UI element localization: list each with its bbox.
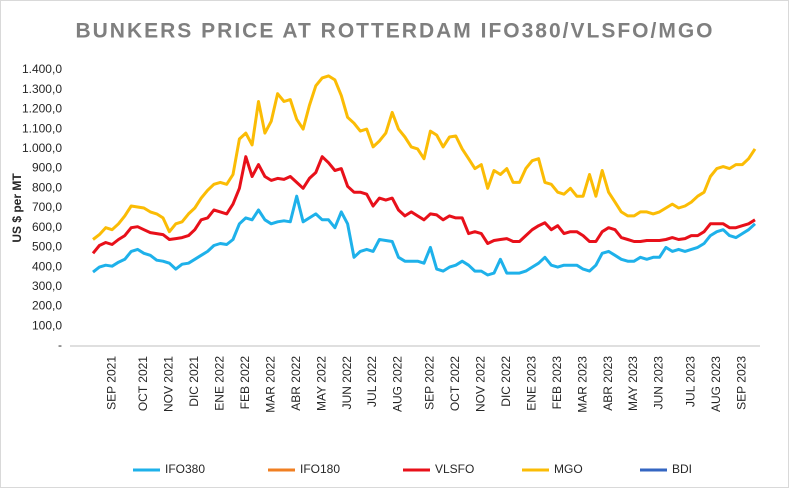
- x-tick-label: SEP 2023: [734, 356, 748, 410]
- x-tick-label: ABR 2022: [289, 356, 303, 411]
- y-tick-label: 200,0: [32, 299, 62, 313]
- x-tick-label: MAR 2022: [263, 356, 277, 413]
- x-tick-label: OCT 2022: [448, 356, 462, 411]
- legend-label: BDI: [672, 462, 692, 476]
- x-tick-label: OCT 2021: [136, 356, 150, 411]
- x-tick-label: ENE 2023: [524, 356, 538, 411]
- x-tick-label: DIC 2021: [187, 356, 201, 407]
- chart-title: BUNKERS PRICE AT ROTTERDAM IFO380/VLSFO/…: [75, 20, 714, 43]
- y-tick-label: 900,0: [32, 161, 62, 175]
- series-line: [92, 74, 757, 241]
- x-tick-label: AUG 2022: [391, 356, 405, 412]
- legend-label: IFO180: [300, 462, 340, 476]
- x-tick-label: NOV 2021: [162, 356, 176, 412]
- y-tick-label: 700,0: [32, 200, 62, 214]
- y-tick-label: 400,0: [32, 259, 62, 273]
- x-tick-label: JUL 2022: [365, 356, 379, 407]
- x-tick-label: DIC 2022: [499, 356, 513, 407]
- y-axis-label: US $ per MT: [10, 173, 24, 243]
- y-tick-label: 600,0: [32, 220, 62, 234]
- x-tick-label: AUG 2023: [709, 356, 723, 412]
- y-tick-label: 100,0: [32, 318, 62, 332]
- y-tick-label: 1.100,0: [22, 121, 62, 135]
- x-tick-label: JUN 2023: [652, 356, 666, 410]
- x-tick-label: MAY 2023: [626, 356, 640, 411]
- y-tick-label: 1.300,0: [22, 82, 62, 96]
- legend-label: VLSFO: [435, 462, 474, 476]
- y-tick-label: 1.200,0: [22, 102, 62, 116]
- y-tick-label: 800,0: [32, 180, 62, 194]
- series-line: [92, 194, 757, 277]
- x-tick-label: MAY 2022: [314, 356, 328, 411]
- y-tick-label: -: [58, 338, 62, 352]
- x-tick-label: NOV 2022: [473, 356, 487, 412]
- y-tick-label: 1.400,0: [22, 62, 62, 76]
- y-tick-label: 1.000,0: [22, 141, 62, 155]
- x-tick-label: FEB 2023: [550, 356, 564, 410]
- x-tick-label: FEB 2022: [238, 356, 252, 410]
- x-tick-label: MAR 2023: [575, 356, 589, 413]
- y-tick-label: 300,0: [32, 279, 62, 293]
- y-tick-label: 500,0: [32, 240, 62, 254]
- x-tick-label: JUN 2022: [340, 356, 354, 410]
- legend-label: MGO: [554, 462, 583, 476]
- x-tick-label: JUL 2023: [684, 356, 698, 407]
- series-line: [91, 155, 756, 255]
- legend-label: IFO380: [165, 462, 205, 476]
- x-tick-label: SEP 2022: [423, 356, 437, 410]
- x-tick-label: SEP 2021: [104, 356, 118, 410]
- x-tick-label: ENE 2022: [212, 356, 226, 411]
- x-tick-label: ABR 2023: [601, 356, 615, 411]
